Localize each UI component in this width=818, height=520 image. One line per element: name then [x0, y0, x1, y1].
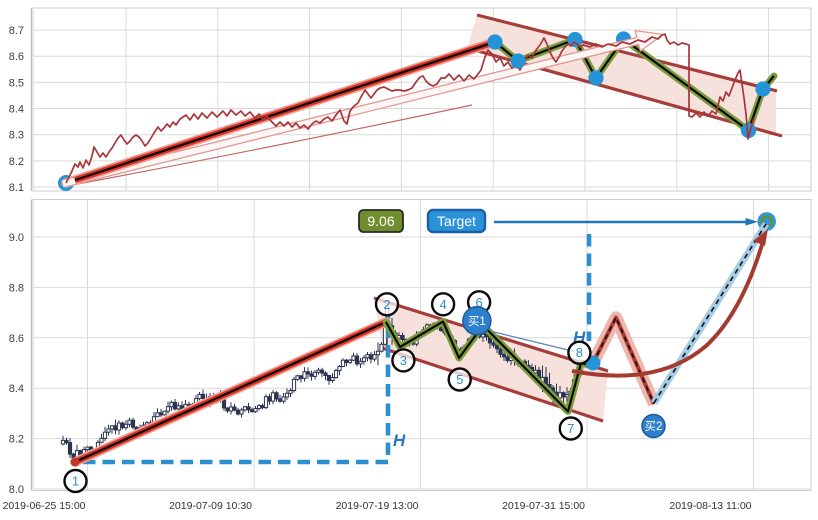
svg-text:2019-06-25 15:00: 2019-06-25 15:00: [3, 500, 86, 512]
svg-text:1: 1: [72, 474, 79, 489]
svg-text:5: 5: [456, 372, 463, 387]
svg-text:8.2: 8.2: [9, 156, 24, 168]
svg-text:4: 4: [439, 297, 446, 312]
svg-text:8.0: 8.0: [9, 484, 24, 496]
svg-text:8.2: 8.2: [9, 434, 24, 446]
svg-text:3: 3: [400, 353, 407, 368]
svg-text:8.8: 8.8: [9, 282, 24, 294]
svg-text:8.6: 8.6: [9, 51, 24, 63]
svg-text:买2: 买2: [645, 420, 663, 433]
svg-text:8.5: 8.5: [9, 77, 24, 89]
svg-text:2019-08-13 11:00: 2019-08-13 11:00: [669, 500, 751, 512]
svg-text:2019-07-19 13:00: 2019-07-19 13:00: [336, 500, 419, 512]
svg-text:8.4: 8.4: [9, 383, 24, 395]
svg-text:H: H: [393, 431, 406, 450]
svg-text:7: 7: [567, 421, 574, 436]
svg-text:买1: 买1: [468, 315, 486, 328]
svg-text:2019-07-31 15:00: 2019-07-31 15:00: [502, 500, 585, 512]
svg-text:8.1: 8.1: [9, 182, 24, 194]
svg-text:Target: Target: [437, 213, 476, 229]
svg-text:9.0: 9.0: [9, 232, 24, 244]
svg-text:8.7: 8.7: [9, 25, 24, 37]
svg-text:6: 6: [475, 295, 482, 310]
svg-text:8.3: 8.3: [9, 130, 24, 142]
svg-text:8: 8: [576, 345, 583, 360]
svg-text:9.06: 9.06: [367, 213, 394, 229]
svg-text:2019-07-09 10:30: 2019-07-09 10:30: [169, 500, 252, 512]
svg-text:2: 2: [383, 297, 390, 312]
svg-text:8.4: 8.4: [9, 104, 24, 116]
svg-text:8.6: 8.6: [9, 333, 24, 345]
